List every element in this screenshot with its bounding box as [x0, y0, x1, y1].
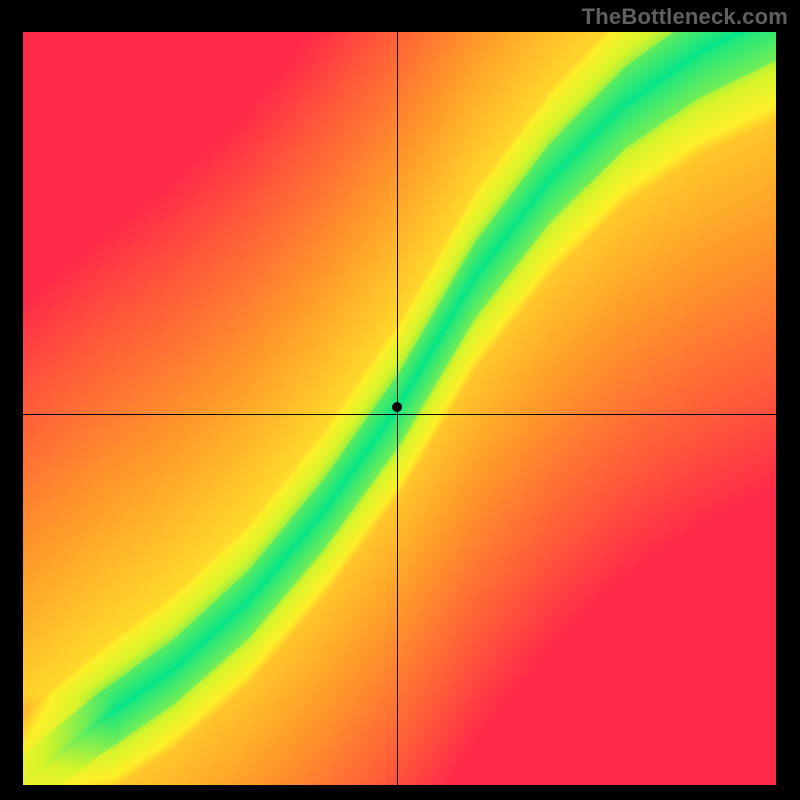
- crosshair-horizontal: [23, 414, 776, 415]
- selection-marker: [392, 402, 402, 412]
- attribution-text: TheBottleneck.com: [582, 4, 788, 30]
- outer-frame: TheBottleneck.com: [0, 0, 800, 800]
